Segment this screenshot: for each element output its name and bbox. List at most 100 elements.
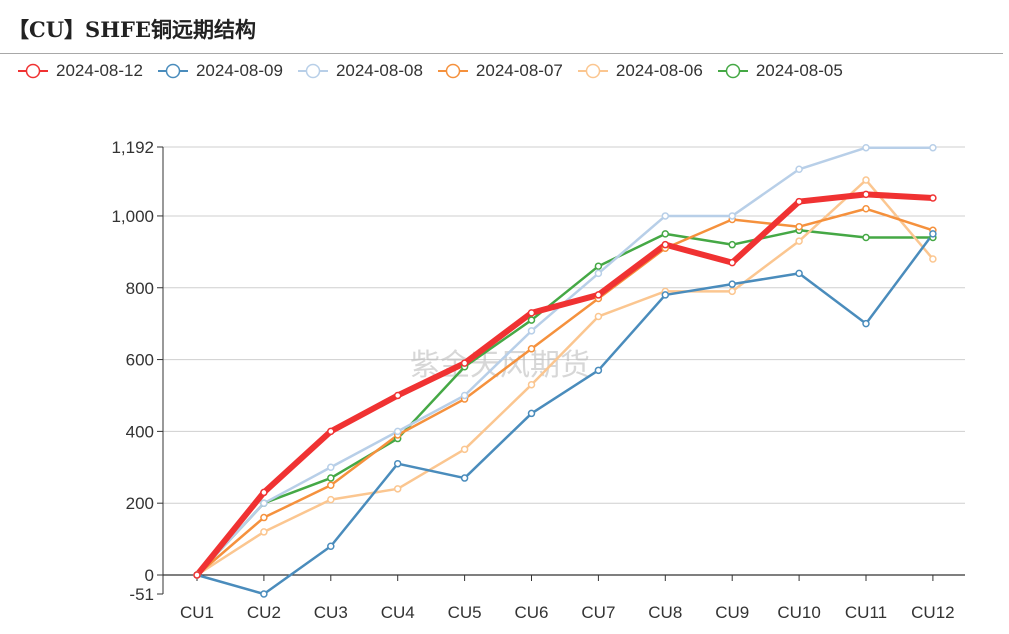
data-point (260, 528, 268, 536)
data-point (327, 481, 335, 489)
x-tick-label: CU8 (648, 603, 682, 622)
legend-marker-icon (297, 63, 328, 79)
data-point (327, 463, 335, 472)
y-tick-label: 600 (126, 351, 154, 370)
data-point (929, 255, 937, 263)
chart-title: 【CU】SHFE铜远期结构 (8, 17, 256, 42)
data-point (661, 230, 670, 238)
data-point (460, 474, 469, 482)
series-lines (194, 146, 934, 596)
data-point (728, 280, 736, 288)
data-point (393, 427, 402, 436)
data-point (527, 309, 536, 317)
x-tick-label: CU3 (314, 603, 348, 622)
x-tick-label: CU2 (247, 603, 281, 622)
y-tick-label: 400 (126, 422, 154, 441)
data-point (327, 427, 335, 436)
data-point (862, 205, 870, 213)
data-point (661, 291, 670, 299)
data-point (795, 269, 803, 278)
x-tick-label: CU5 (448, 603, 482, 622)
y-tick-label: 1,000 (111, 207, 154, 226)
data-point (460, 445, 469, 454)
y-tick-label: 0 (145, 566, 154, 585)
legend-item[interactable]: 2024-08-07 (437, 61, 563, 81)
data-point (393, 391, 402, 400)
data-point (862, 233, 870, 242)
x-tick-label: CU11 (845, 603, 887, 622)
series-points (193, 143, 937, 598)
chart-legend: 2024-08-12 2024-08-09 2024-08-08 2024-08-07… (18, 58, 858, 84)
data-point (594, 291, 603, 299)
title-divider (0, 53, 1003, 54)
series-line-2024-08-12 (194, 191, 934, 577)
data-point (327, 495, 335, 504)
x-tick-label: CU6 (514, 603, 548, 622)
data-point (795, 165, 803, 174)
data-point (862, 190, 870, 199)
data-point (929, 143, 937, 152)
axes: 1,192 1,000 800 600 400 200 0-51 CU1 CU2 CU3 CU4 CU… (111, 138, 965, 622)
data-point (862, 319, 870, 328)
series-line-2024-08-07 (196, 207, 934, 576)
legend-item[interactable]: 2024-08-08 (297, 61, 423, 81)
x-tick-label: CU4 (381, 603, 415, 622)
data-point (527, 327, 536, 335)
data-point (594, 312, 603, 321)
legend-marker-icon (717, 63, 748, 79)
legend-label: 2024-08-12 (56, 61, 143, 80)
data-point (795, 237, 803, 245)
data-point (594, 269, 603, 278)
legend-label: 2024-08-08 (335, 61, 423, 80)
legend-item[interactable]: 2024-08-12 (18, 61, 143, 81)
legend-label: 2024-08-06 (615, 61, 703, 80)
y-tick-label: 200 (126, 494, 154, 513)
data-point (929, 194, 937, 202)
data-point (661, 212, 670, 220)
series-line-2024-08-05 (196, 229, 933, 576)
data-point (728, 258, 736, 267)
data-point (929, 230, 937, 238)
x-tick-label: CU7 (581, 603, 615, 622)
data-point (393, 485, 402, 493)
data-point (795, 197, 803, 206)
data-point (661, 240, 670, 249)
data-point (260, 488, 268, 497)
legend-label: 2024-08-09 (195, 61, 283, 80)
data-point (327, 474, 335, 482)
data-point (193, 571, 201, 579)
data-point (527, 380, 536, 389)
data-point (728, 287, 736, 296)
data-point (728, 240, 736, 249)
legend-marker-icon (157, 63, 188, 79)
data-point (594, 366, 603, 375)
gridlines (163, 146, 965, 504)
legend-marker-icon (18, 63, 48, 79)
data-point (862, 176, 870, 184)
data-point (594, 262, 603, 270)
series-line-2024-08-09 (196, 233, 934, 596)
data-point (260, 513, 268, 522)
data-point (260, 499, 268, 507)
x-tick-label: CU1 (180, 603, 214, 622)
legend-marker-icon (437, 63, 468, 79)
data-point (728, 212, 736, 220)
series-line-2024-08-06 (196, 178, 934, 577)
data-point (460, 359, 469, 367)
legend-marker-icon (577, 63, 608, 79)
data-point (327, 542, 335, 551)
x-tick-label: CU12 (911, 603, 954, 622)
legend-item[interactable]: 2024-08-06 (577, 61, 703, 81)
legend-label: 2024-08-05 (755, 61, 843, 80)
data-point (527, 409, 536, 418)
y-tick-label: 1,192 (111, 138, 154, 157)
legend-label: 2024-08-07 (475, 61, 563, 80)
legend-item[interactable]: 2024-08-05 (717, 61, 843, 81)
x-tick-label: CU10 (777, 603, 820, 622)
data-point (862, 143, 870, 152)
data-point (527, 316, 536, 324)
legend-item[interactable]: 2024-08-09 (157, 61, 283, 81)
data-point (393, 459, 402, 468)
data-point (260, 590, 268, 598)
